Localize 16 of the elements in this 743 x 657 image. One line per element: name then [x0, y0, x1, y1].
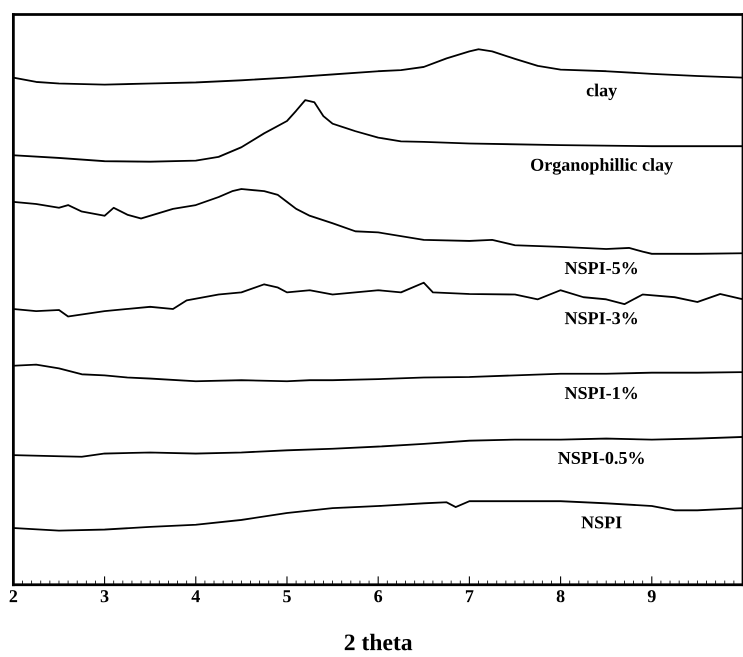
x-tick-label: 5 — [283, 590, 291, 602]
series-label: NSPI — [581, 516, 622, 528]
x-tick-label: 8 — [556, 590, 565, 602]
x-tick-label: 4 — [192, 590, 200, 602]
series-label: Organophillic clay — [531, 158, 673, 175]
series-label: NSPI-1% — [564, 386, 638, 400]
x-tick-label: 3 — [100, 590, 108, 602]
x-tick-label: 6 — [374, 590, 382, 602]
x-tick-label: 7 — [466, 590, 474, 602]
series-label: clay — [586, 84, 618, 100]
x-axis-title: 2 theta — [344, 634, 412, 650]
series-label: NSPI-3% — [564, 312, 638, 324]
x-tick-label: 9 — [648, 590, 656, 602]
series-label: NSPI-5% — [564, 262, 638, 274]
series-label: NSPI-0.5% — [558, 452, 644, 464]
x-tick-label: 2 — [10, 590, 18, 602]
